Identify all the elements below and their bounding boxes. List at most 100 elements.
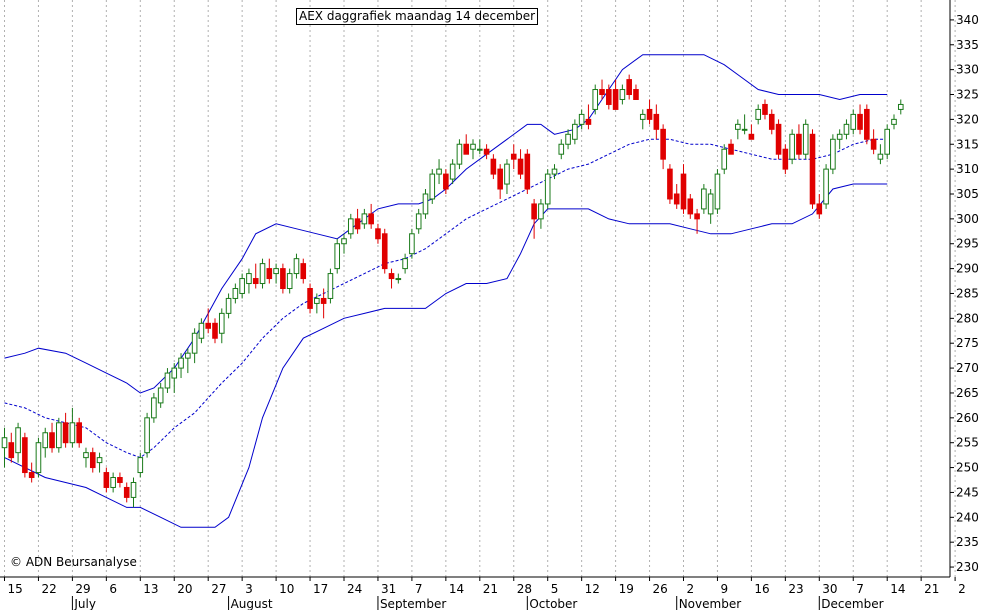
lower-band-line: [4, 183, 888, 528]
candle-body: [205, 322, 211, 329]
candle-body: [483, 148, 490, 155]
candle-body: [728, 143, 734, 155]
y-tick-label: 330: [956, 63, 979, 77]
candle-body: [198, 322, 205, 339]
candle-body: [307, 288, 313, 309]
x-tick-label: 21: [924, 582, 939, 596]
y-tick-label: 325: [956, 88, 979, 102]
x-tick-label: 16: [754, 582, 769, 596]
y-tick-label: 240: [956, 510, 979, 524]
candle-body: [809, 133, 816, 205]
candle-body: [56, 422, 62, 449]
candle-body: [8, 442, 15, 459]
candle-body: [565, 133, 571, 145]
y-tick-label: 300: [956, 212, 979, 226]
y-tick-label: 335: [956, 38, 979, 52]
candle-body: [578, 113, 585, 125]
candle-body: [429, 173, 436, 200]
y-tick-label: 250: [956, 461, 979, 475]
candle-body: [660, 128, 666, 160]
x-tick-label: 17: [313, 582, 328, 596]
x-tick-label: 13: [143, 582, 158, 596]
candle-body: [1, 437, 8, 449]
candle-body: [612, 89, 619, 110]
y-tick-label: 265: [956, 386, 979, 400]
candle-body: [544, 173, 551, 205]
candle-body: [69, 422, 76, 444]
candle-body: [137, 457, 144, 474]
candle-body: [273, 268, 279, 275]
y-tick-label: 245: [956, 485, 979, 499]
candle-body: [463, 143, 470, 155]
candle-body: [633, 89, 639, 100]
candle-body: [395, 278, 402, 281]
candle-body: [402, 258, 408, 270]
candle-body: [524, 153, 531, 190]
candle-body: [96, 457, 103, 464]
x-tick-label: 27: [211, 582, 226, 596]
candle-body: [775, 123, 782, 155]
y-tick-label: 285: [956, 286, 979, 300]
candle-body: [748, 133, 755, 140]
candle-body: [225, 297, 232, 314]
x-tick-label: 20: [177, 582, 192, 596]
x-tick-label: 22: [41, 582, 56, 596]
candle-body: [415, 213, 422, 230]
candle-body: [816, 203, 823, 215]
x-tick-label: 10: [279, 582, 294, 596]
candles: [1, 74, 904, 508]
candle-body: [144, 417, 150, 454]
x-tick-label: 21: [483, 582, 498, 596]
candle-body: [456, 143, 463, 165]
candle-body: [877, 153, 884, 160]
y-tick-label: 290: [956, 262, 979, 276]
candle-body: [667, 168, 673, 200]
candle-body: [626, 79, 632, 96]
candle-body: [850, 113, 857, 130]
x-tick-label: 7: [415, 582, 423, 596]
candle-body: [286, 273, 293, 289]
x-tick-label: 2: [958, 582, 966, 596]
candle-body: [334, 243, 341, 270]
candle-body: [35, 442, 42, 474]
month-label: September: [380, 597, 446, 610]
month-label: August: [231, 597, 273, 610]
candle-body: [449, 163, 456, 180]
x-tick-label: 9: [720, 582, 728, 596]
candle-body: [381, 233, 388, 270]
y-tick-label: 340: [956, 13, 979, 27]
x-tick-label: 24: [347, 582, 362, 596]
candle-body: [280, 268, 286, 290]
y-tick-label: 280: [956, 311, 979, 325]
candle-body: [531, 203, 537, 220]
candle-body: [409, 233, 415, 255]
x-tick-label: 7: [856, 582, 864, 596]
candle-body: [762, 103, 768, 115]
candle-body: [796, 133, 802, 155]
y-tick-label: 270: [956, 361, 979, 375]
candle-body: [110, 477, 116, 488]
candle-body: [300, 263, 307, 280]
candle-body: [517, 158, 524, 175]
candle-body: [646, 108, 653, 120]
candle-body: [443, 173, 449, 190]
grid-lines: [4, 0, 956, 577]
candle-body: [83, 452, 89, 459]
candle-body: [62, 422, 69, 444]
candle-body: [157, 387, 164, 404]
x-tick-label: 2: [687, 582, 695, 596]
candle-body: [477, 148, 483, 151]
candle-body: [361, 213, 368, 225]
candle-body: [151, 397, 157, 419]
candle-body: [266, 268, 273, 280]
candle-body: [320, 297, 327, 304]
candle-body: [490, 158, 497, 175]
candle-body: [701, 188, 707, 210]
y-tick-label: 305: [956, 187, 979, 201]
candle-body: [259, 263, 266, 285]
candle-body: [103, 472, 110, 488]
candle-body: [341, 238, 347, 245]
candle-body: [212, 322, 218, 339]
candle-body: [735, 123, 741, 130]
